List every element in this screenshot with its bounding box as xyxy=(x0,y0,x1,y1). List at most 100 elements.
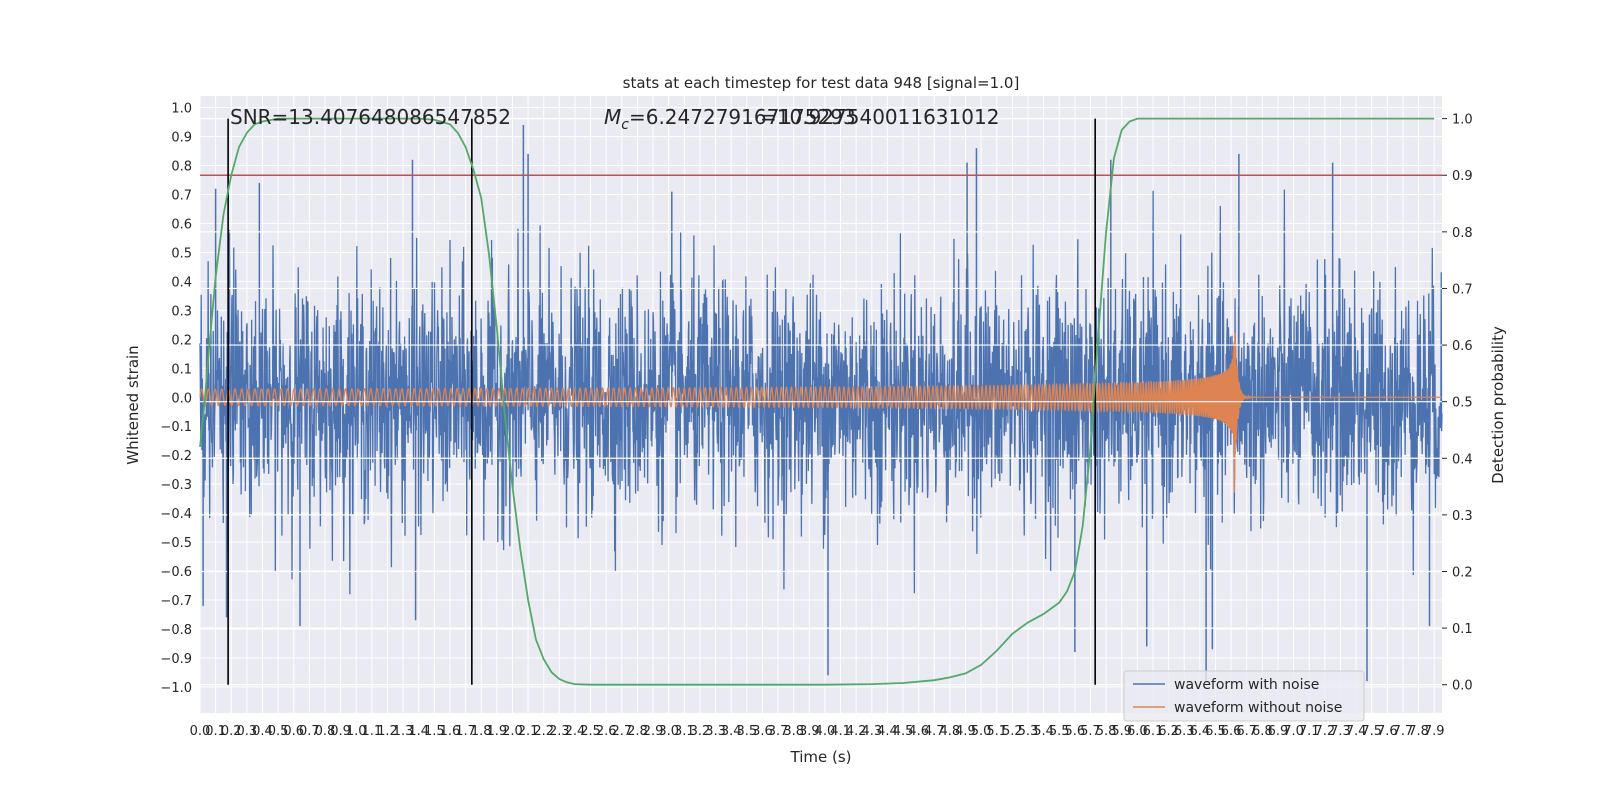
x-tick-label: 2.5 xyxy=(580,724,601,739)
y-tick-label-left: −0.8 xyxy=(160,623,192,638)
noisy-waveform-line xyxy=(199,189,1443,595)
y-tick-label-left: −0.6 xyxy=(160,565,192,580)
y-tick-label-right: 1.0 xyxy=(1452,113,1473,128)
x-tick-label: 1.8 xyxy=(471,724,492,739)
y-tick-label-right: 0.3 xyxy=(1452,509,1473,524)
mc-symbol: M xyxy=(604,105,621,129)
x-tick-label: 2.9 xyxy=(643,724,664,739)
y-tick-label-right: 0.1 xyxy=(1452,622,1473,637)
x-tick-label: 5.8 xyxy=(1096,724,1117,739)
x-tick-label: 1.5 xyxy=(424,724,445,739)
x-tick-label: 0.3 xyxy=(237,724,258,739)
x-tick-label: 4.8 xyxy=(940,724,961,739)
x-tick-label: 4.4 xyxy=(877,724,898,739)
x-tick-label: 1.6 xyxy=(440,724,461,739)
x-tick-label: 7.8 xyxy=(1408,724,1429,739)
y-tick-label-right: 0.7 xyxy=(1452,282,1473,297)
x-tick-label: 2.1 xyxy=(518,724,539,739)
axes: −1.0 −0.9 −0.8 −0.7 −0.6 −0.5 −0.4 −0.3 −0.2 −0.1… xyxy=(160,102,1472,739)
x-tick-label: 6.0 xyxy=(1127,724,1148,739)
x-tick-label: 0.1 xyxy=(205,724,226,739)
y-tick-label-left: 0.5 xyxy=(171,246,192,261)
y-tick-label-right: 0.5 xyxy=(1452,396,1473,411)
x-tick-label: 3.6 xyxy=(752,724,773,739)
x-tick-label: 4.7 xyxy=(924,724,945,739)
x-tick-label: 1.4 xyxy=(408,724,429,739)
x-tick-label: 3.2 xyxy=(690,724,711,739)
x-tick-label: 0.8 xyxy=(315,724,336,739)
x-tick-label: 1.0 xyxy=(346,724,367,739)
mc-value: =6.247279167175293 xyxy=(629,105,856,129)
x-tick-label: 3.1 xyxy=(674,724,695,739)
x-tick-label: 7.3 xyxy=(1330,724,1351,739)
y-tick-label-left: −0.2 xyxy=(160,449,192,464)
x-tick-label: 5.3 xyxy=(1018,724,1039,739)
x-tick-label: 6.5 xyxy=(1205,724,1226,739)
x-tick-label: 7.2 xyxy=(1314,724,1335,739)
mc-annotation: Mc=6.247279167175293 xyxy=(604,105,856,133)
y-tick-label-left: −0.3 xyxy=(160,478,192,493)
x-tick-label: 0.5 xyxy=(268,724,289,739)
x-tick-label: 7.0 xyxy=(1283,724,1304,739)
y-tick-label-left: 0.9 xyxy=(171,131,192,146)
x-tick-label: 3.5 xyxy=(736,724,757,739)
x-tick-label: 0.4 xyxy=(252,724,273,739)
y-tick-label-right: 0.4 xyxy=(1452,452,1473,467)
legend-label-noise: waveform with noise xyxy=(1174,677,1319,693)
x-tick-label: 4.3 xyxy=(861,724,882,739)
extra-annotation: =10.927540011631012 xyxy=(760,105,999,129)
x-tick-label: 3.7 xyxy=(768,724,789,739)
x-tick-label: 5.9 xyxy=(1111,724,1132,739)
x-tick-label: 7.1 xyxy=(1299,724,1320,739)
x-tick-label: 3.3 xyxy=(705,724,726,739)
y-axis-label-right: Detection probability xyxy=(1489,326,1507,484)
x-tick-label: 0.6 xyxy=(283,724,304,739)
x-tick-label: 0.7 xyxy=(299,724,320,739)
y-tick-label-left: 0.1 xyxy=(171,362,192,377)
y-tick-label-left: −0.7 xyxy=(160,594,192,609)
x-tick-label: 2.6 xyxy=(596,724,617,739)
x-tick-label: 4.9 xyxy=(955,724,976,739)
legend-label-clean: waveform without noise xyxy=(1174,700,1342,716)
y-axis-label-left: Whitened strain xyxy=(124,345,142,464)
x-tick-label: 2.3 xyxy=(549,724,570,739)
y-tick-label-left: 0.6 xyxy=(171,217,192,232)
x-tick-label: 1.9 xyxy=(486,724,507,739)
y-tick-label-left: 0.3 xyxy=(171,304,192,319)
legend-box xyxy=(1123,670,1365,722)
x-tick-label: 1.7 xyxy=(455,724,476,739)
y-tick-label-left: −1.0 xyxy=(160,681,192,696)
x-tick-label: 6.1 xyxy=(1143,724,1164,739)
right-grid xyxy=(199,117,1442,686)
x-tick-label: 5.4 xyxy=(1033,724,1054,739)
y-tick-label-right: 0.6 xyxy=(1452,339,1473,354)
x-tick-label: 4.5 xyxy=(893,724,914,739)
x-tick-label: 1.3 xyxy=(393,724,414,739)
x-tick-label: 7.6 xyxy=(1377,724,1398,739)
y-tick-label-left: −0.4 xyxy=(160,507,192,522)
y-tick-label-left: 0.8 xyxy=(171,160,192,175)
x-tick-label: 2.4 xyxy=(565,724,586,739)
x-tick-label: 6.3 xyxy=(1174,724,1195,739)
x-tick-label: 4.0 xyxy=(815,724,836,739)
x-tick-label: 2.2 xyxy=(533,724,554,739)
x-tick-label: 1.2 xyxy=(377,724,398,739)
x-tick-label: 5.5 xyxy=(1049,724,1070,739)
y-tick-label-right: 0.8 xyxy=(1452,226,1473,241)
x-tick-label: 5.6 xyxy=(1065,724,1086,739)
y-tick-label-right: 0.9 xyxy=(1452,169,1473,184)
x-tick-label: 6.9 xyxy=(1268,724,1289,739)
x-tick-label: 2.0 xyxy=(502,724,523,739)
detection-probability-line xyxy=(199,117,1435,686)
x-tick-label: 4.2 xyxy=(846,724,867,739)
x-tick-label: 2.7 xyxy=(611,724,632,739)
x-tick-label: 7.9 xyxy=(1424,724,1445,739)
x-tick-label: 4.6 xyxy=(908,724,929,739)
x-tick-label: 3.4 xyxy=(721,724,742,739)
y-tick-label-left: 0.4 xyxy=(171,275,192,290)
plot-area xyxy=(199,124,1443,682)
x-tick-label: 7.4 xyxy=(1346,724,1367,739)
x-tick-label: 3.9 xyxy=(799,724,820,739)
